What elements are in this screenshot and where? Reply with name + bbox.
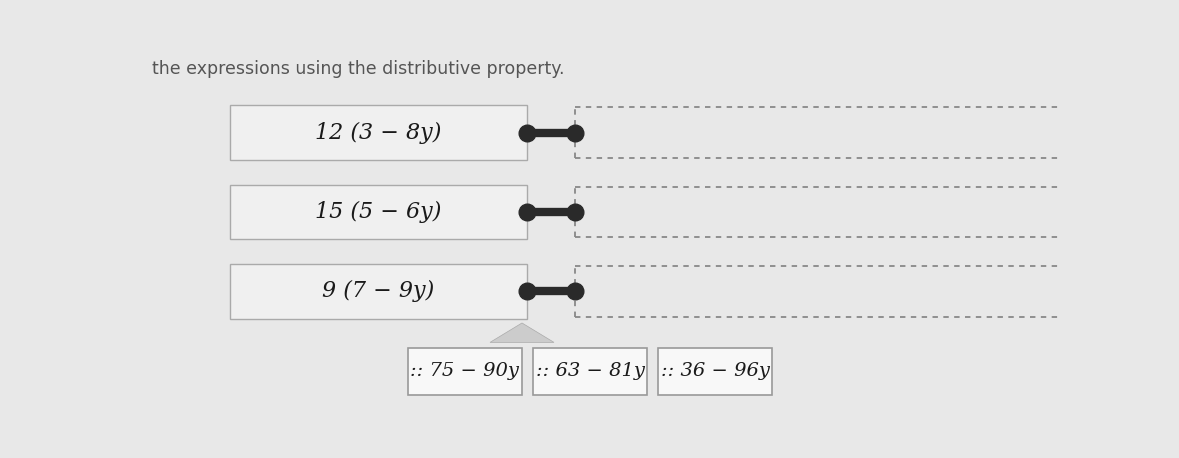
Text: :: 75 − 90y: :: 75 − 90y — [410, 362, 519, 381]
FancyBboxPatch shape — [658, 348, 772, 395]
Text: 12 (3 − 8y): 12 (3 − 8y) — [315, 121, 441, 144]
FancyBboxPatch shape — [230, 105, 527, 160]
Text: the expressions using the distributive property.: the expressions using the distributive p… — [152, 60, 565, 78]
FancyBboxPatch shape — [408, 348, 522, 395]
FancyBboxPatch shape — [230, 264, 527, 319]
Polygon shape — [490, 323, 554, 343]
Text: :: 63 − 81y: :: 63 − 81y — [535, 362, 645, 381]
FancyBboxPatch shape — [533, 348, 647, 395]
Text: :: 36 − 96y: :: 36 − 96y — [660, 362, 770, 381]
Text: 15 (5 − 6y): 15 (5 − 6y) — [315, 201, 441, 223]
Text: 9 (7 − 9y): 9 (7 − 9y) — [322, 280, 434, 302]
FancyBboxPatch shape — [230, 185, 527, 239]
